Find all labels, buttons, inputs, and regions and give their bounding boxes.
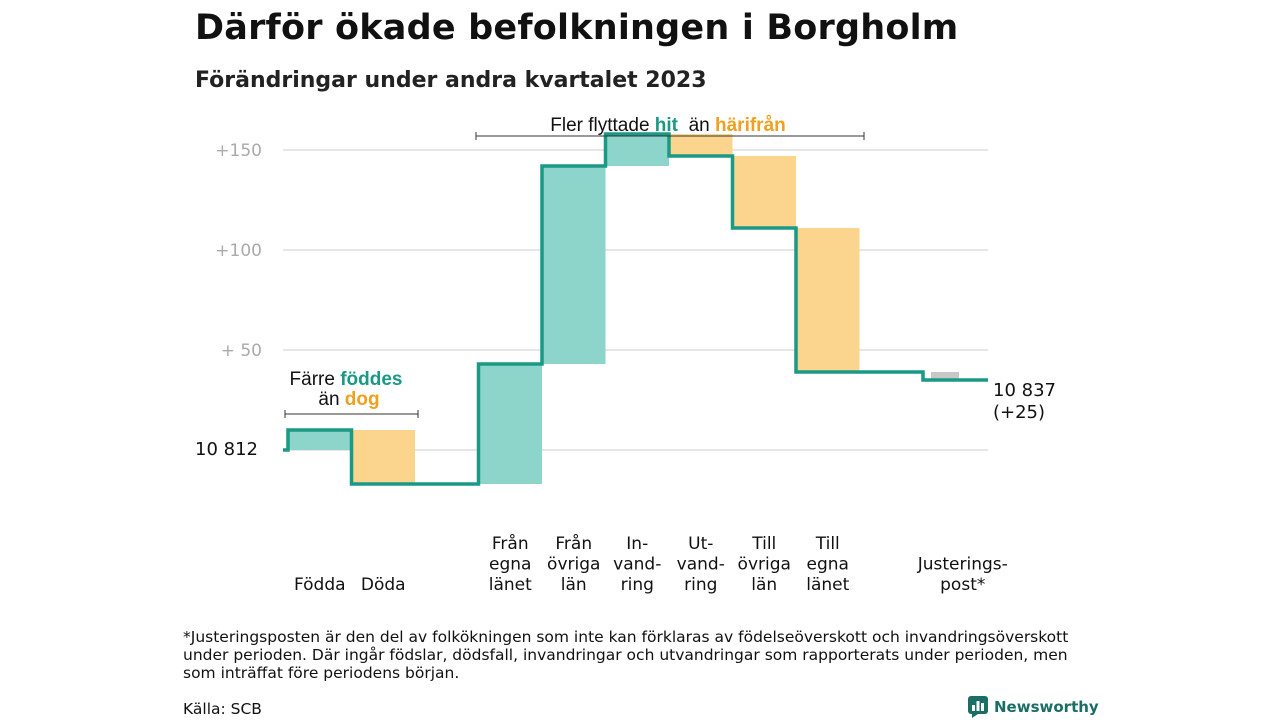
births-bracket bbox=[284, 410, 419, 418]
x-category-label: övriga bbox=[738, 555, 791, 575]
x-category-label: länet bbox=[806, 575, 849, 595]
bar-in bbox=[288, 430, 352, 450]
waterfall-chart: +150+100+ 50 Födda DödaFrånegnalänetFrånö… bbox=[195, 115, 1056, 595]
y-tick-label: + 50 bbox=[221, 341, 262, 361]
bar-out bbox=[351, 430, 415, 484]
x-category-label: ring bbox=[684, 575, 717, 595]
x-category-label: egna bbox=[489, 555, 531, 575]
end-value-label: 10 837 bbox=[993, 380, 1056, 401]
migration-annotation: Fler flyttade hit än härifrån bbox=[550, 115, 786, 136]
chart-title: Därför ökade befolkningen i Borgholm bbox=[195, 8, 959, 48]
bar-out bbox=[796, 228, 860, 372]
x-category-label: In- bbox=[626, 534, 648, 554]
footnote: *Justeringsposten är den del av folkökni… bbox=[183, 628, 1069, 682]
bar-in bbox=[478, 364, 542, 484]
x-category-label: vand- bbox=[677, 555, 725, 575]
x-category-label: Ut- bbox=[688, 534, 713, 554]
bar-adjust bbox=[931, 372, 959, 380]
cumulative-step-line bbox=[283, 132, 988, 486]
brand-name: Newsworthy bbox=[994, 698, 1099, 716]
chart-subtitle: Förändringar under andra kvartalet 2023 bbox=[195, 68, 707, 93]
bar-out bbox=[669, 134, 733, 156]
x-category-label: län bbox=[561, 575, 587, 595]
y-tick-label: +100 bbox=[215, 241, 262, 261]
x-category-label: egna bbox=[807, 555, 849, 575]
start-value-label: 10 812 bbox=[195, 439, 258, 460]
x-category-label: post* bbox=[940, 575, 985, 595]
x-category-label: Till bbox=[815, 534, 840, 554]
x-category-label: Justerings- bbox=[917, 555, 1008, 575]
bar-out bbox=[732, 156, 796, 228]
births-annotation-line1: Färre föddes bbox=[290, 369, 403, 390]
x-category-label: länet bbox=[489, 575, 532, 595]
brand: Newsworthy bbox=[968, 696, 1099, 718]
bar-in bbox=[605, 134, 669, 166]
source-note: Källa: SCB bbox=[183, 700, 262, 718]
x-category-label: vand- bbox=[613, 555, 661, 575]
end-change-label: (+25) bbox=[993, 402, 1045, 423]
x-category-label: ring bbox=[621, 575, 654, 595]
y-tick-label: +150 bbox=[215, 141, 262, 161]
x-category-label: Födda bbox=[294, 575, 346, 595]
migration-bracket bbox=[475, 132, 865, 140]
births-annotation-line2: än dog bbox=[318, 389, 379, 410]
bar-in bbox=[542, 166, 606, 364]
newsworthy-logo-icon bbox=[968, 696, 988, 718]
x-category-label: Från bbox=[492, 533, 529, 554]
x-category-label: Till bbox=[751, 534, 776, 554]
x-category-label: Från bbox=[555, 533, 592, 554]
x-category-label: Döda bbox=[361, 575, 406, 595]
x-category-label: län bbox=[751, 575, 777, 595]
x-category-label: övriga bbox=[547, 555, 600, 575]
